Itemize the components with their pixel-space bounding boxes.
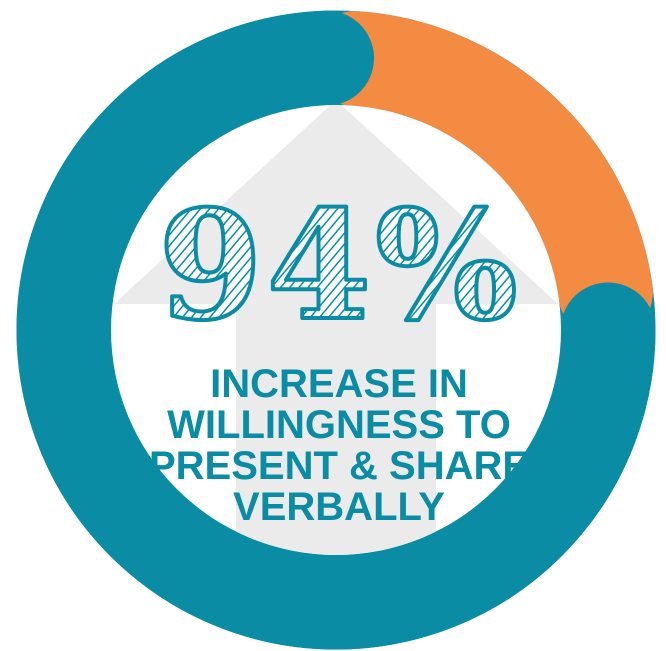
caption-line-2: WILLINGNESS TO (167, 403, 511, 447)
up-arrow-icon (114, 105, 558, 555)
caption-line-1: INCREASE IN (210, 362, 468, 406)
stat-caption: INCREASE IN WILLINGNESS TO PRESENT & SHA… (149, 362, 529, 529)
caption-line-3: PRESENT & SHARE (149, 444, 529, 488)
ring-accent-segment (307, 11, 653, 340)
ring-main-segment (16, 10, 656, 650)
progress-ring (16, 10, 656, 650)
stat-value: 94% (158, 178, 521, 354)
caption-line-4: VERBALLY (233, 485, 445, 529)
